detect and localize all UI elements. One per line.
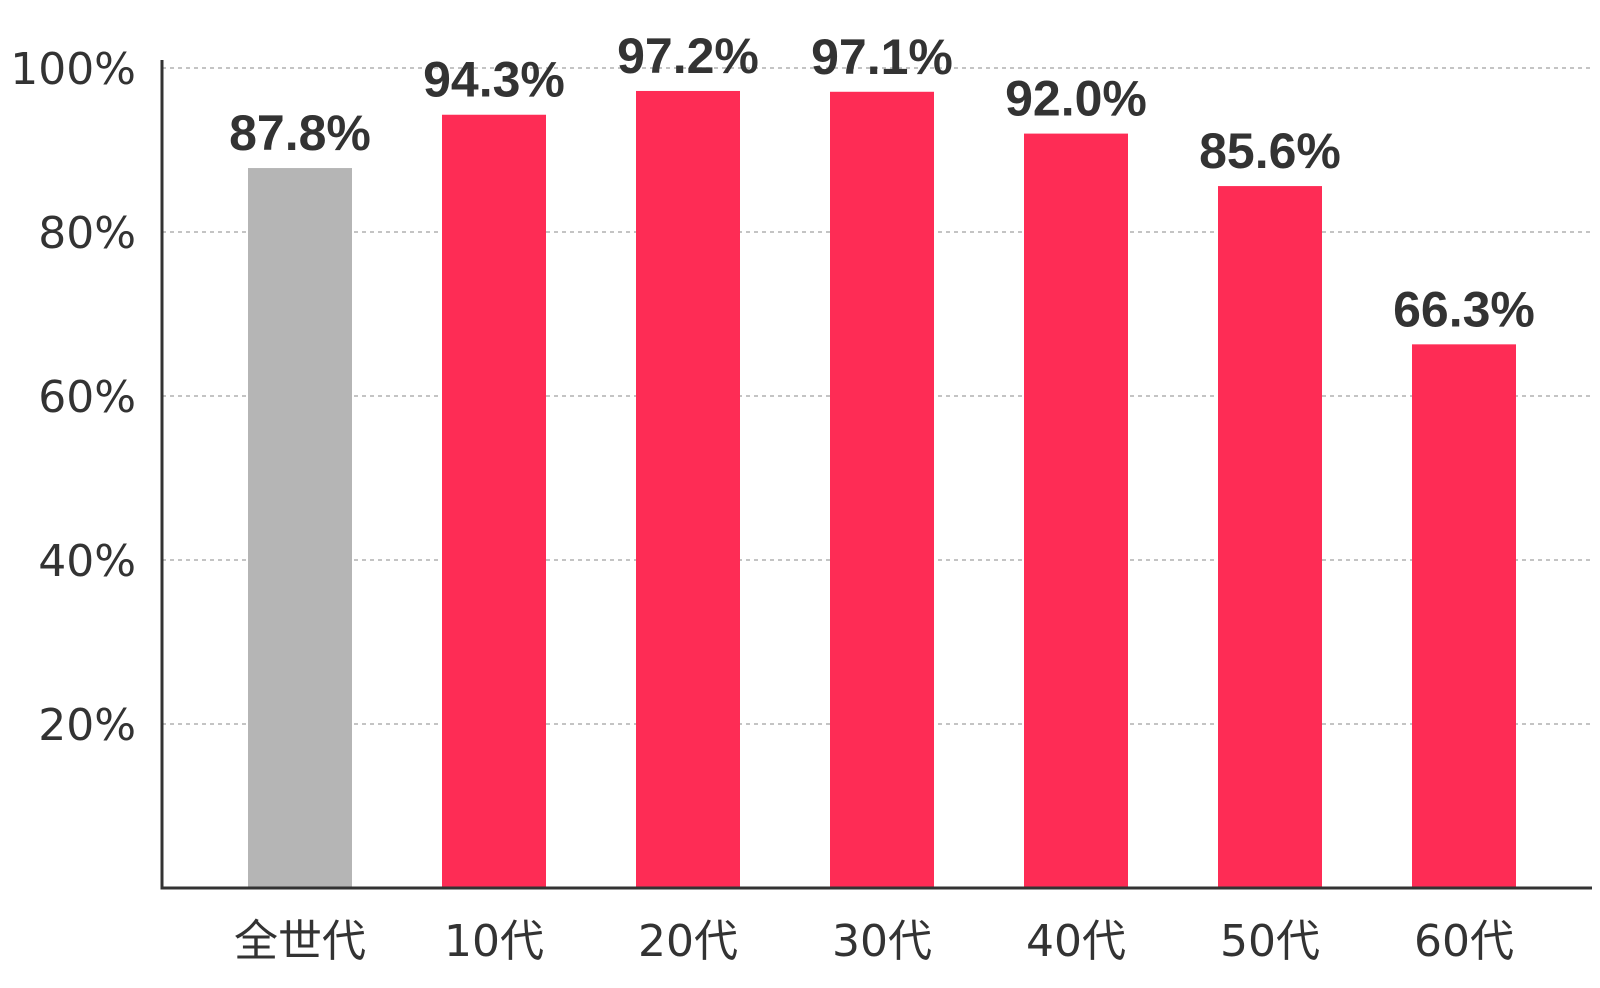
data-label: 97.2%: [617, 28, 759, 84]
y-tick-label: 20%: [38, 700, 136, 751]
y-axis-ticks: 20% 40% 60% 80% 100%: [10, 44, 136, 751]
bar: [248, 168, 352, 889]
data-label: 66.3%: [1393, 281, 1535, 337]
y-tick-label: 40%: [38, 536, 136, 587]
bar: [442, 114, 546, 889]
x-category-label: 60代: [1414, 916, 1514, 967]
bar: [1218, 186, 1322, 888]
x-axis-categories: 全世代 10代 20代 30代 40代 50代 60代: [234, 916, 1514, 967]
data-label: 85.6%: [1199, 123, 1341, 179]
x-category-label: 30代: [832, 916, 932, 967]
y-tick-label: 80%: [38, 208, 136, 259]
bar: [830, 91, 934, 888]
data-labels: 87.8% 94.3% 97.2% 97.1% 92.0% 85.6% 66.3%: [229, 28, 1535, 337]
data-label: 94.3%: [423, 52, 565, 108]
y-tick-label: 100%: [10, 44, 136, 95]
data-label: 92.0%: [1005, 71, 1147, 127]
bar: [1024, 133, 1128, 889]
bar: [1412, 344, 1516, 889]
x-category-label: 20代: [638, 916, 738, 967]
bars: [248, 90, 1516, 889]
x-category-label: 10代: [444, 916, 544, 967]
data-label: 97.1%: [811, 29, 953, 85]
x-category-label: 全世代: [234, 916, 366, 967]
bar: [636, 90, 740, 888]
data-label: 87.8%: [229, 105, 371, 161]
x-category-label: 40代: [1026, 916, 1126, 967]
y-tick-label: 60%: [38, 372, 136, 423]
x-category-label: 50代: [1220, 916, 1320, 967]
